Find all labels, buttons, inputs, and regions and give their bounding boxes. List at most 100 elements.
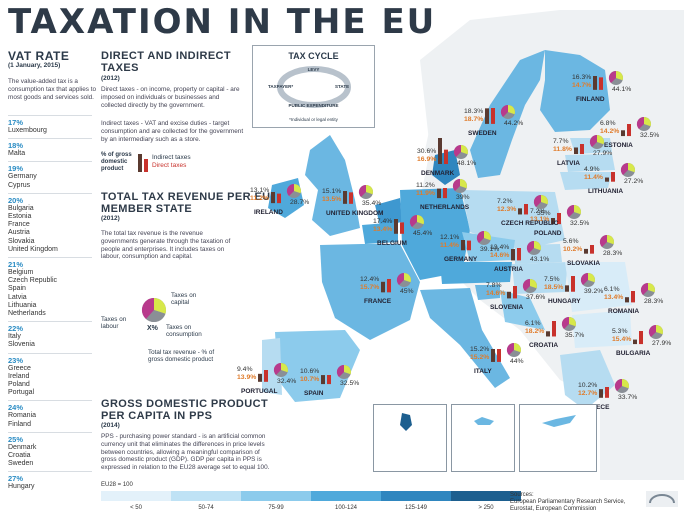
direct-indirect-heading: DIRECT AND INDIRECT TAXES [101, 50, 232, 74]
luxembourg-shape [400, 413, 412, 431]
bar-direct [271, 191, 275, 203]
country-label: PORTUGAL [241, 388, 278, 395]
revenue-pie [614, 378, 629, 393]
bar-direct [258, 373, 262, 382]
bar-pair [271, 191, 281, 203]
country-label: POLAND [534, 230, 562, 237]
bar-direct [621, 130, 625, 136]
revenue-pie [636, 116, 651, 131]
bar-direct [437, 188, 441, 198]
vat-country: Netherlands [8, 310, 46, 318]
vat-description: The value-added tax is a consumption tax… [8, 78, 97, 101]
value-direct: 7.5% [544, 276, 560, 283]
region-austria [440, 262, 512, 284]
value-indirect: 11.2% [250, 195, 269, 202]
value-indirect: 13.4% [373, 226, 393, 233]
revenue-pie [580, 272, 595, 287]
vat-country: Ireland [8, 372, 30, 380]
bar-indirect [400, 222, 404, 234]
revenue-pie [286, 183, 301, 198]
revenue-pie [526, 240, 541, 255]
vat-divider [8, 400, 92, 402]
value-direct: 15.1% [322, 188, 342, 195]
vat-group: 21% Belgium Czech Republic Spain Latvia Lithu… [8, 260, 94, 318]
cyprus-shape [542, 415, 576, 427]
revenue-pie [561, 316, 576, 331]
bar-pair [321, 374, 331, 384]
value-indirect: 14.7% [572, 82, 592, 89]
tax-cycle-footnote: *Individual or legal entity [289, 117, 338, 122]
bar-direct [461, 239, 465, 250]
revenue-pie [453, 144, 468, 159]
value-direct: 9.4% [237, 366, 253, 373]
value-total: 48.1% [457, 160, 477, 167]
region-netherlands [375, 198, 402, 226]
value-direct: 6.8% [600, 120, 616, 127]
bar-indirect [611, 172, 615, 182]
bar-pair [507, 285, 517, 298]
inset-luxembourg [373, 404, 447, 472]
value-total: 27.9% [593, 150, 613, 157]
country-label: BELGIUM [377, 240, 407, 247]
vat-rate: 25% [8, 434, 24, 444]
total-revenue-text: The total tax revenue is the revenue gov… [101, 230, 231, 261]
value-total: 32.5% [640, 132, 660, 139]
vat-group: 18% Malta [8, 141, 94, 158]
vat-country: Germany [8, 173, 37, 181]
value-total: 35.7% [565, 332, 585, 339]
value-indirect: 15.7% [360, 284, 380, 291]
legend-direct: Direct taxes [152, 162, 187, 169]
bar-indirect [387, 278, 391, 292]
value-total: 27.2% [624, 178, 644, 185]
vat-divider [8, 161, 92, 163]
value-total: 35.4% [362, 200, 382, 207]
value-direct: 12.4% [360, 276, 380, 283]
bar-direct [593, 76, 597, 90]
value-indirect: 10.2% [563, 246, 583, 253]
value-total: 28.3% [603, 250, 623, 257]
gdp-year: (2014) [101, 422, 120, 429]
value-total: 33.7% [618, 394, 638, 401]
bar-legend-icon [138, 154, 148, 172]
revenue-pie [500, 104, 515, 119]
country-label: ESTONIA [604, 142, 633, 149]
legend-capital: Taxes on capital [171, 292, 197, 306]
bar-indirect [605, 387, 609, 398]
revenue-pie [533, 194, 548, 209]
region-belgium [362, 222, 398, 244]
vat-group: 24% Romania Finland [8, 403, 94, 428]
vat-rate: 24% [8, 403, 24, 413]
inset-cyprus [519, 404, 597, 472]
vat-rate: 20% [8, 195, 24, 205]
gdp-legend-swatch [241, 491, 311, 501]
country-label: SWEDEN [468, 130, 497, 137]
value-total: 43.1% [530, 256, 550, 263]
bar-direct [394, 219, 398, 234]
value-direct: 5.3% [612, 328, 628, 335]
total-revenue-heading: TOTAL TAX REVENUE PER EU MEMBER STATE [101, 191, 271, 215]
bar-direct [605, 177, 609, 182]
bar-indirect [491, 108, 495, 124]
value-indirect: 11.9% [416, 190, 435, 197]
bar-direct [381, 281, 385, 292]
bar-pair [461, 239, 471, 250]
value-indirect: 14.6% [490, 252, 510, 259]
value-direct: 4.9% [584, 166, 600, 173]
vat-group: 23% Greece Ireland Poland Portugal [8, 356, 94, 398]
bar-indirect [497, 349, 501, 362]
bar-direct [511, 248, 515, 260]
revenue-pie [640, 282, 655, 297]
tax-cycle-heading: TAX CYCLE [288, 51, 339, 61]
revenue-pie [599, 234, 614, 249]
value-direct: 11.2% [416, 182, 435, 189]
vat-divider [8, 257, 92, 258]
bar-pair [518, 203, 528, 214]
bar-direct [438, 137, 442, 164]
bar-indirect [467, 240, 471, 250]
value-direct: 30.6% [417, 148, 437, 155]
value-total: 44.1% [612, 86, 632, 93]
inset-malta [451, 404, 515, 472]
bar-direct [321, 374, 325, 384]
vat-country: Slovakia [8, 237, 35, 245]
